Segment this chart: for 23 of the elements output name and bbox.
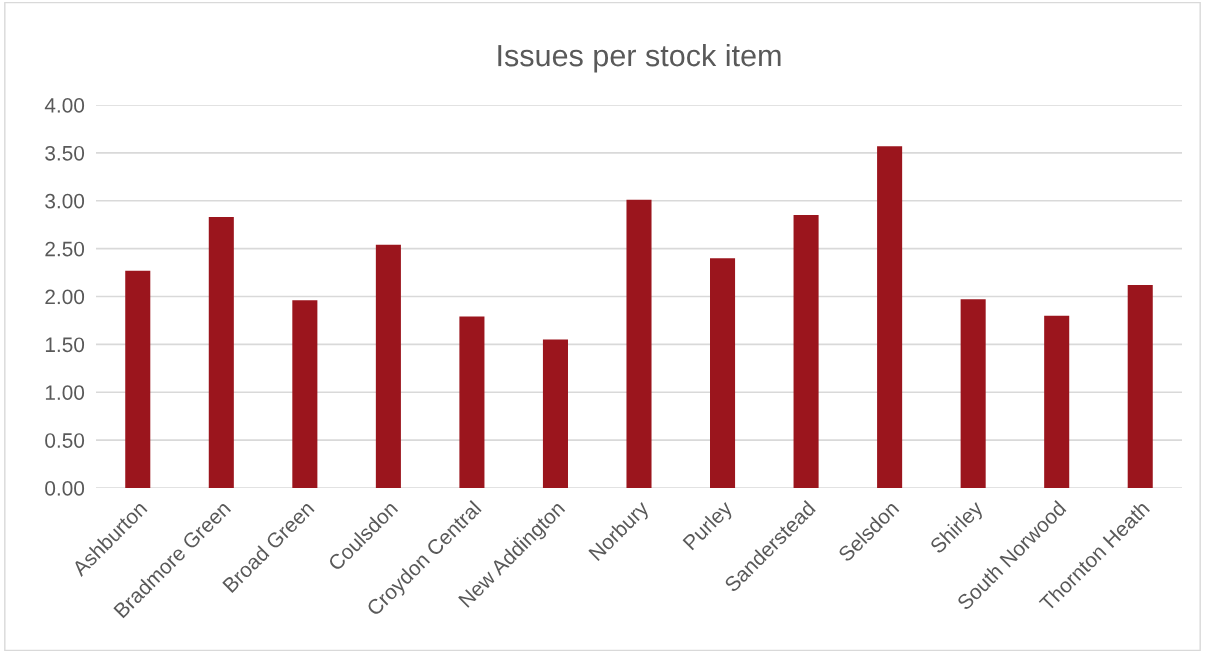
bar (125, 270, 151, 488)
y-tick-label: 3.50 (45, 145, 85, 161)
bar (1044, 315, 1070, 488)
bar (710, 258, 736, 488)
bar (626, 199, 652, 488)
y-tick-label: 2.00 (45, 289, 85, 305)
y-tick-label: 2.50 (45, 241, 85, 257)
y-tick-label: 0.00 (45, 481, 85, 496)
bar (960, 299, 986, 488)
bar (459, 316, 485, 488)
bar (793, 215, 819, 488)
bar (292, 300, 318, 488)
y-tick-label: 1.00 (45, 385, 85, 400)
y-tick-label: 1.50 (45, 337, 85, 353)
bar (1127, 285, 1153, 488)
chart-title: Issues per stock item (498, 43, 781, 73)
y-tick-label: 0.50 (45, 433, 85, 448)
bar (542, 339, 568, 488)
bar (375, 244, 401, 488)
bar (877, 146, 903, 488)
y-tick-label: 4.00 (44, 98, 85, 113)
bar (208, 217, 234, 488)
y-tick-label: 3.00 (45, 193, 85, 209)
